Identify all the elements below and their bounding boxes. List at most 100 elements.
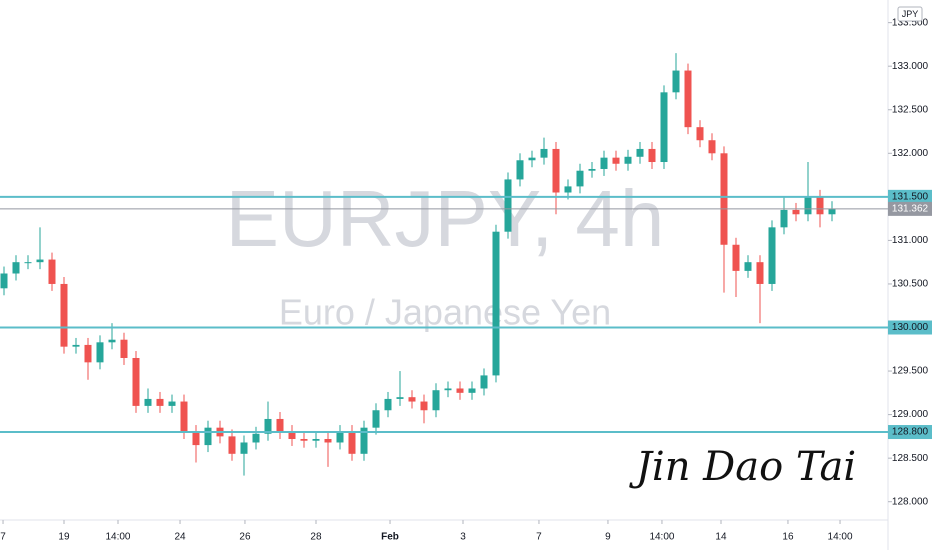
y-tick-label: 128.500 (892, 453, 929, 464)
candle-body (468, 388, 476, 393)
watermark-name: Euro / Japanese Yen (279, 292, 611, 333)
plot (0, 53, 836, 476)
candle-body (456, 388, 464, 393)
candle-body (204, 427, 212, 446)
x-tick-label: 14:00 (649, 532, 674, 543)
x-tick-label: Feb (381, 532, 399, 543)
candle-body (684, 70, 692, 128)
last-price-box (888, 201, 932, 216)
y-tick-label: 129.500 (892, 366, 929, 377)
x-tick-label: 24 (174, 532, 186, 543)
candle-body (720, 153, 728, 245)
candle-body (132, 357, 140, 406)
x-tick-label: 3 (460, 532, 466, 543)
candle-body (828, 209, 836, 215)
candle-body (600, 157, 608, 169)
candle-body (432, 390, 440, 411)
candle-body (816, 196, 824, 215)
candle-body (48, 259, 56, 284)
candle-body (96, 342, 104, 363)
x-tick-label: 14:00 (105, 532, 130, 543)
candle-body (312, 438, 320, 441)
y-tick-label: 132.500 (892, 104, 929, 115)
x-tick-label: 7 (536, 532, 542, 543)
x-tick-label: 7 (0, 532, 6, 543)
candle-body (408, 397, 416, 402)
candle-body (768, 227, 776, 284)
y-tick-label: 128.000 (892, 496, 929, 507)
watermark-symbol: EURJPY, 4h (226, 174, 665, 263)
currency-box (897, 6, 923, 22)
signature-box (650, 440, 842, 506)
candle-body (180, 401, 188, 433)
level-label-box (888, 189, 932, 204)
candle-body (84, 344, 92, 363)
candle-body (276, 418, 284, 433)
candle-body (336, 432, 344, 443)
candle-body (480, 375, 488, 389)
candle-body (660, 92, 668, 163)
candle-body (168, 401, 176, 406)
candle-body (552, 148, 560, 193)
candle-body (348, 432, 356, 454)
candle-body (60, 283, 68, 347)
candle-body (744, 262, 752, 271)
signature: Jin Dao Tai (629, 444, 856, 490)
candle-body (360, 427, 368, 454)
candle-body (0, 273, 8, 289)
candle-body (780, 209, 788, 228)
candle-body (576, 170, 584, 187)
candle-body (192, 432, 200, 446)
x-tick-label: 16 (782, 532, 794, 543)
candle-body (792, 209, 800, 215)
candle-body (156, 398, 164, 406)
candle-body (492, 231, 500, 376)
y-tick-label: 130.500 (892, 279, 929, 290)
candle-body (12, 262, 20, 274)
currency-label: JPY (902, 9, 919, 19)
candle-body (636, 148, 644, 157)
candle-body (696, 127, 704, 141)
candle-body (516, 160, 524, 180)
candle-body (564, 186, 572, 193)
y-tick-label: 129.000 (892, 409, 929, 420)
x-tick-label: 14:00 (828, 532, 853, 543)
candle-body (732, 244, 740, 271)
last-price-label: 131.362 (892, 204, 929, 215)
candle-body (228, 436, 236, 454)
candle-body (708, 140, 716, 154)
candle-body (120, 339, 128, 358)
candle-body (108, 339, 116, 343)
candle-body (264, 418, 272, 434)
y-tick-label: 131.000 (892, 235, 929, 246)
x-tick-label: 14 (715, 532, 727, 543)
candle-body (24, 262, 32, 264)
candle-body (324, 438, 332, 443)
x-tick-label: 28 (310, 532, 322, 543)
candle-body (300, 438, 308, 441)
candle-body (420, 401, 428, 411)
level-label-box (888, 320, 932, 335)
candle-body (444, 388, 452, 391)
y-tick-label: 133.000 (892, 61, 929, 72)
level-label: 131.500 (892, 191, 929, 202)
candle-body (144, 398, 152, 406)
candle-body (672, 70, 680, 93)
level-label: 128.800 (892, 427, 929, 438)
candle-body (396, 397, 404, 399)
y-tick-label: 132.000 (892, 148, 929, 159)
candle-body (804, 196, 812, 215)
x-tick-label: 9 (605, 532, 611, 543)
candle-body (756, 262, 764, 284)
candle-body (624, 156, 632, 164)
y-tick-label: 133.500 (892, 17, 929, 28)
candle-body (372, 410, 380, 428)
candle-body (612, 157, 620, 164)
level-label-box (888, 425, 932, 440)
candle-body (252, 433, 260, 443)
candle-body (540, 148, 548, 158)
x-tick-label: 19 (58, 532, 70, 543)
candle-body (36, 259, 44, 263)
candle-body (72, 344, 80, 347)
